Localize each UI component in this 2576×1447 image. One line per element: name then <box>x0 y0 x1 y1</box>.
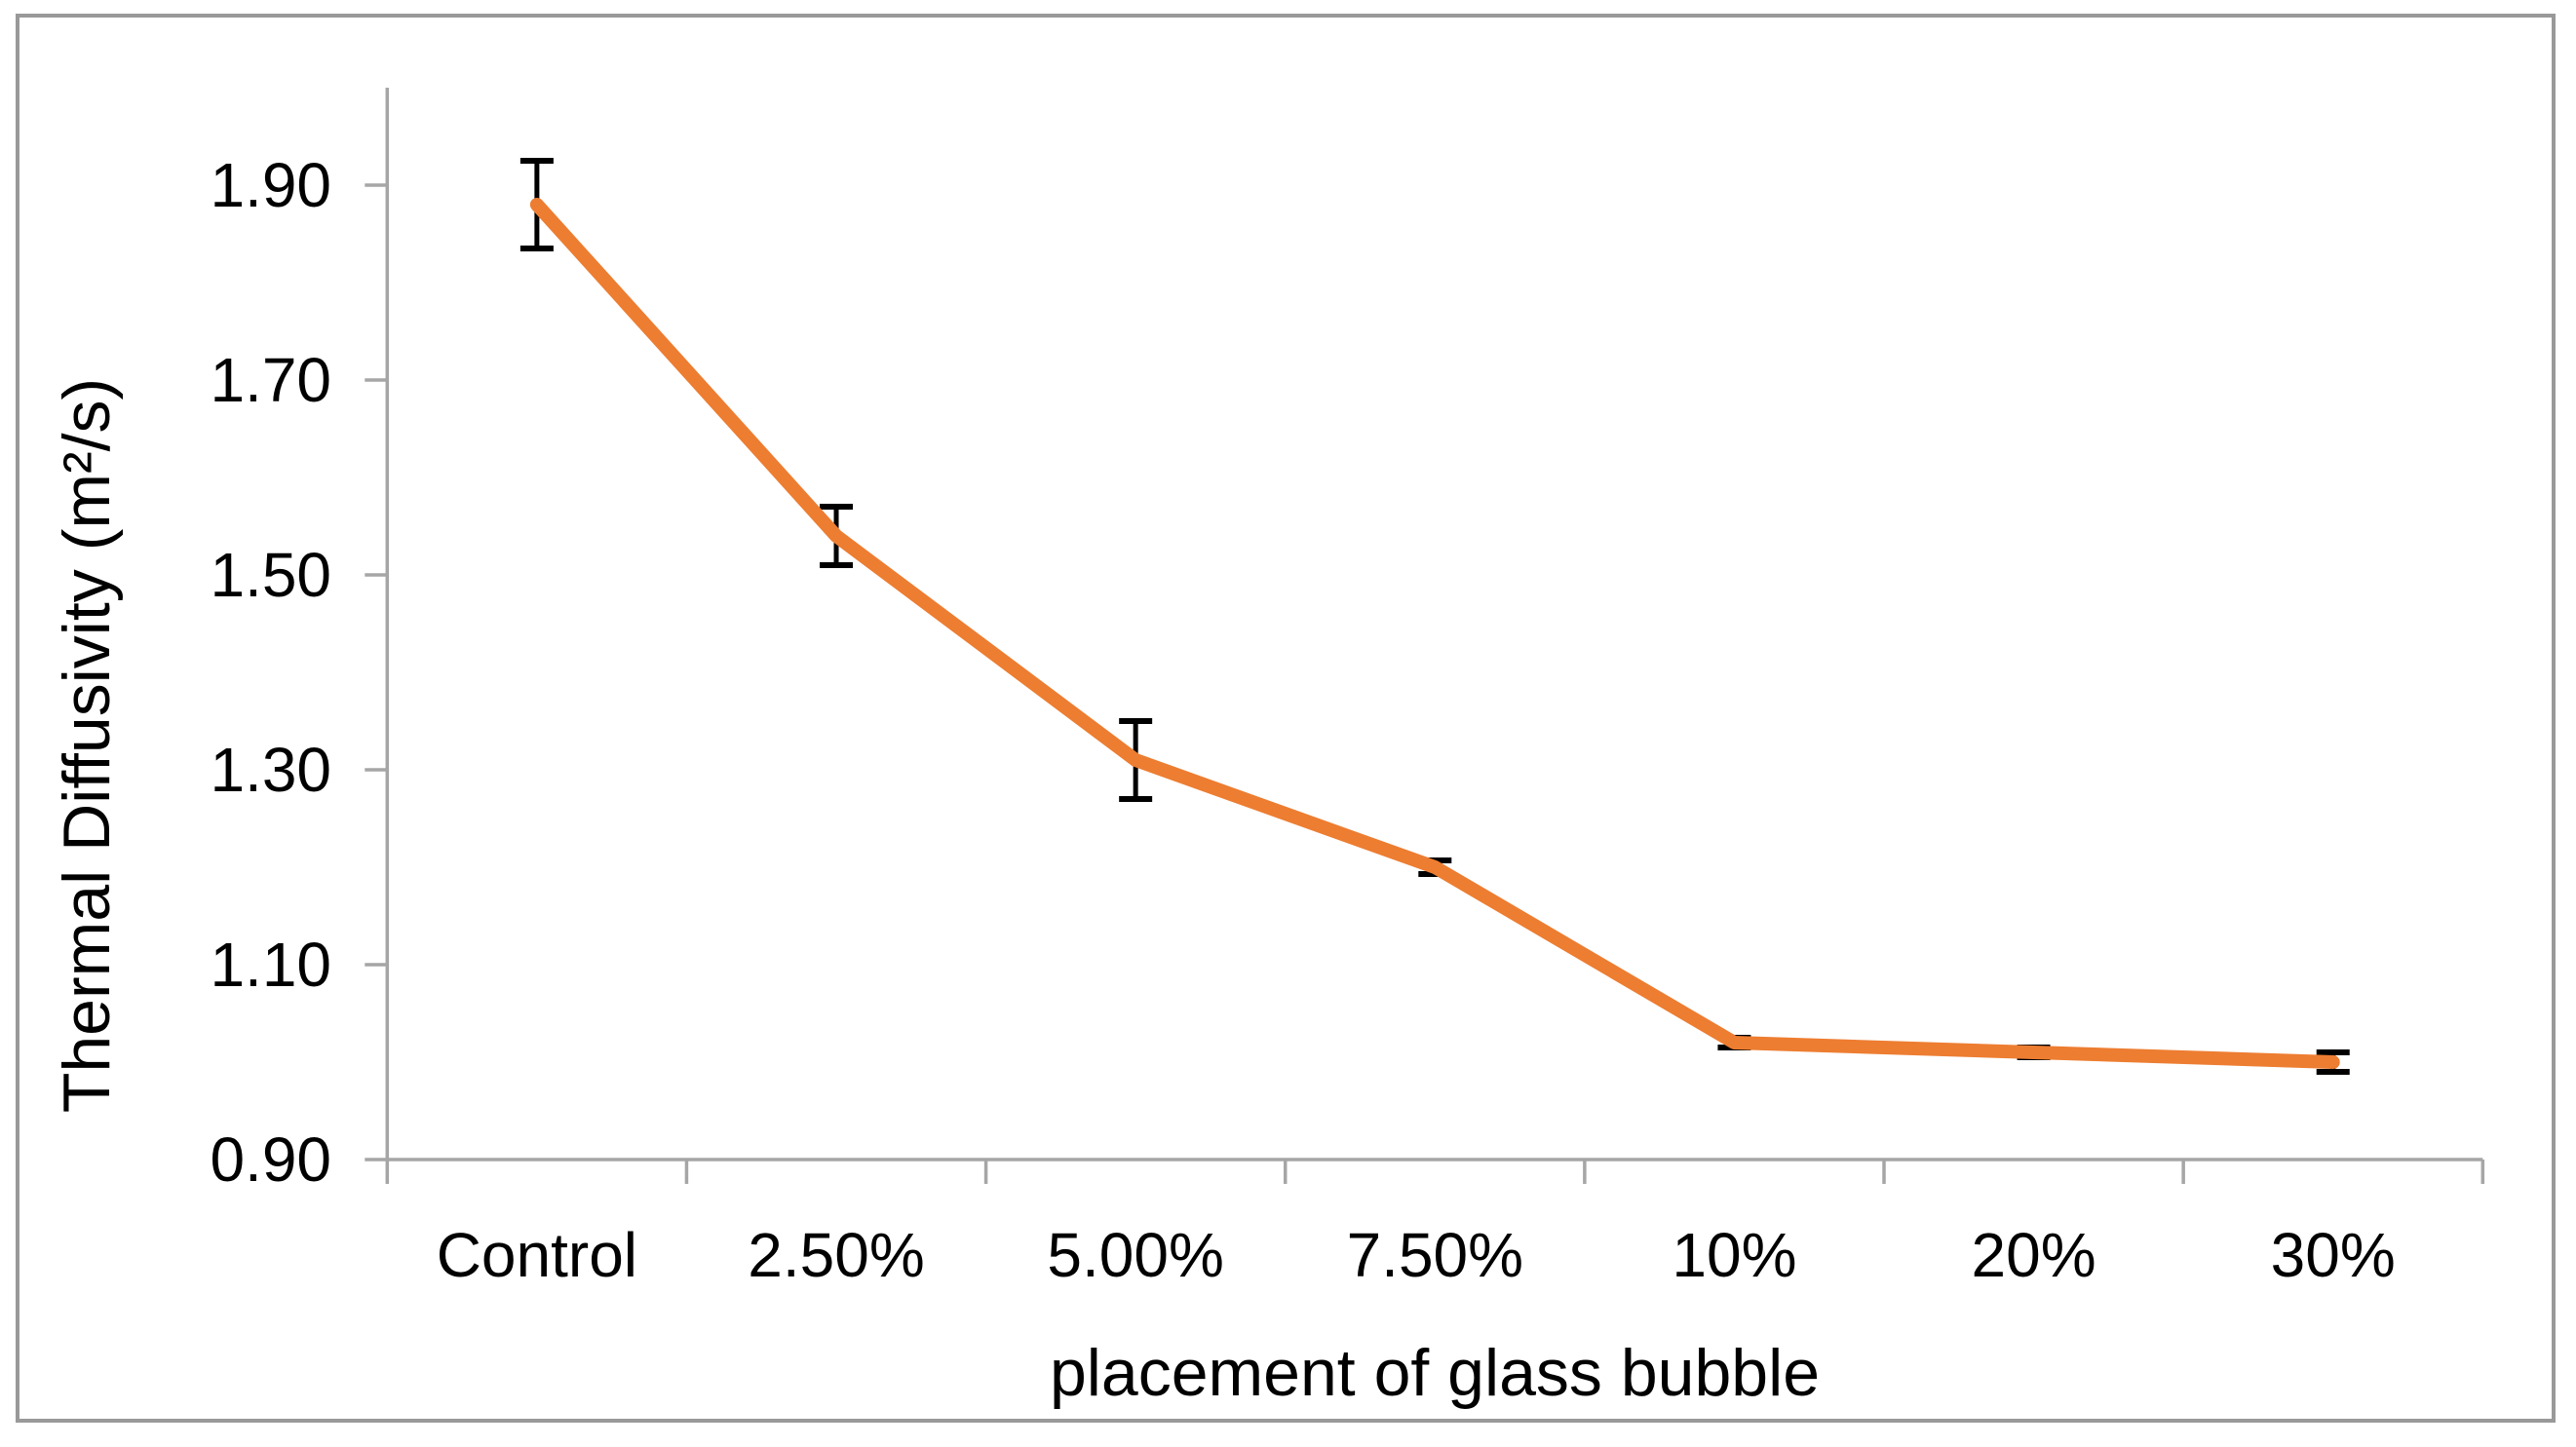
y-tick-label: 1.10 <box>210 930 331 1000</box>
plot-area: 1.90 1.70 1.50 1.30 1.10 0.90 Control 2.50% 5.00… <box>210 88 2485 1290</box>
chart-outer-border <box>16 14 2556 1423</box>
x-tick-label: 10% <box>1672 1220 1796 1290</box>
y-tick-label: 1.90 <box>210 150 331 220</box>
data-series-line <box>529 198 2340 1069</box>
x-axis-title: placement of glass bubble <box>1050 1336 1820 1410</box>
x-tick-label: 7.50% <box>1347 1220 1523 1290</box>
y-tick-label: 1.30 <box>210 735 331 805</box>
y-tick-label: 1.70 <box>210 345 331 415</box>
y-tick-label: 0.90 <box>210 1124 331 1195</box>
x-tick-label: 2.50% <box>748 1220 924 1290</box>
x-tick-label: 30% <box>2271 1220 2396 1290</box>
x-tick-label: 5.00% <box>1047 1220 1223 1290</box>
y-axis-title: Thermal Diffusivity (m²/s) <box>50 378 124 1113</box>
x-tick-label: 20% <box>1972 1220 2096 1290</box>
x-tick-label: Control <box>437 1220 637 1290</box>
y-tick-label: 1.50 <box>210 540 331 610</box>
